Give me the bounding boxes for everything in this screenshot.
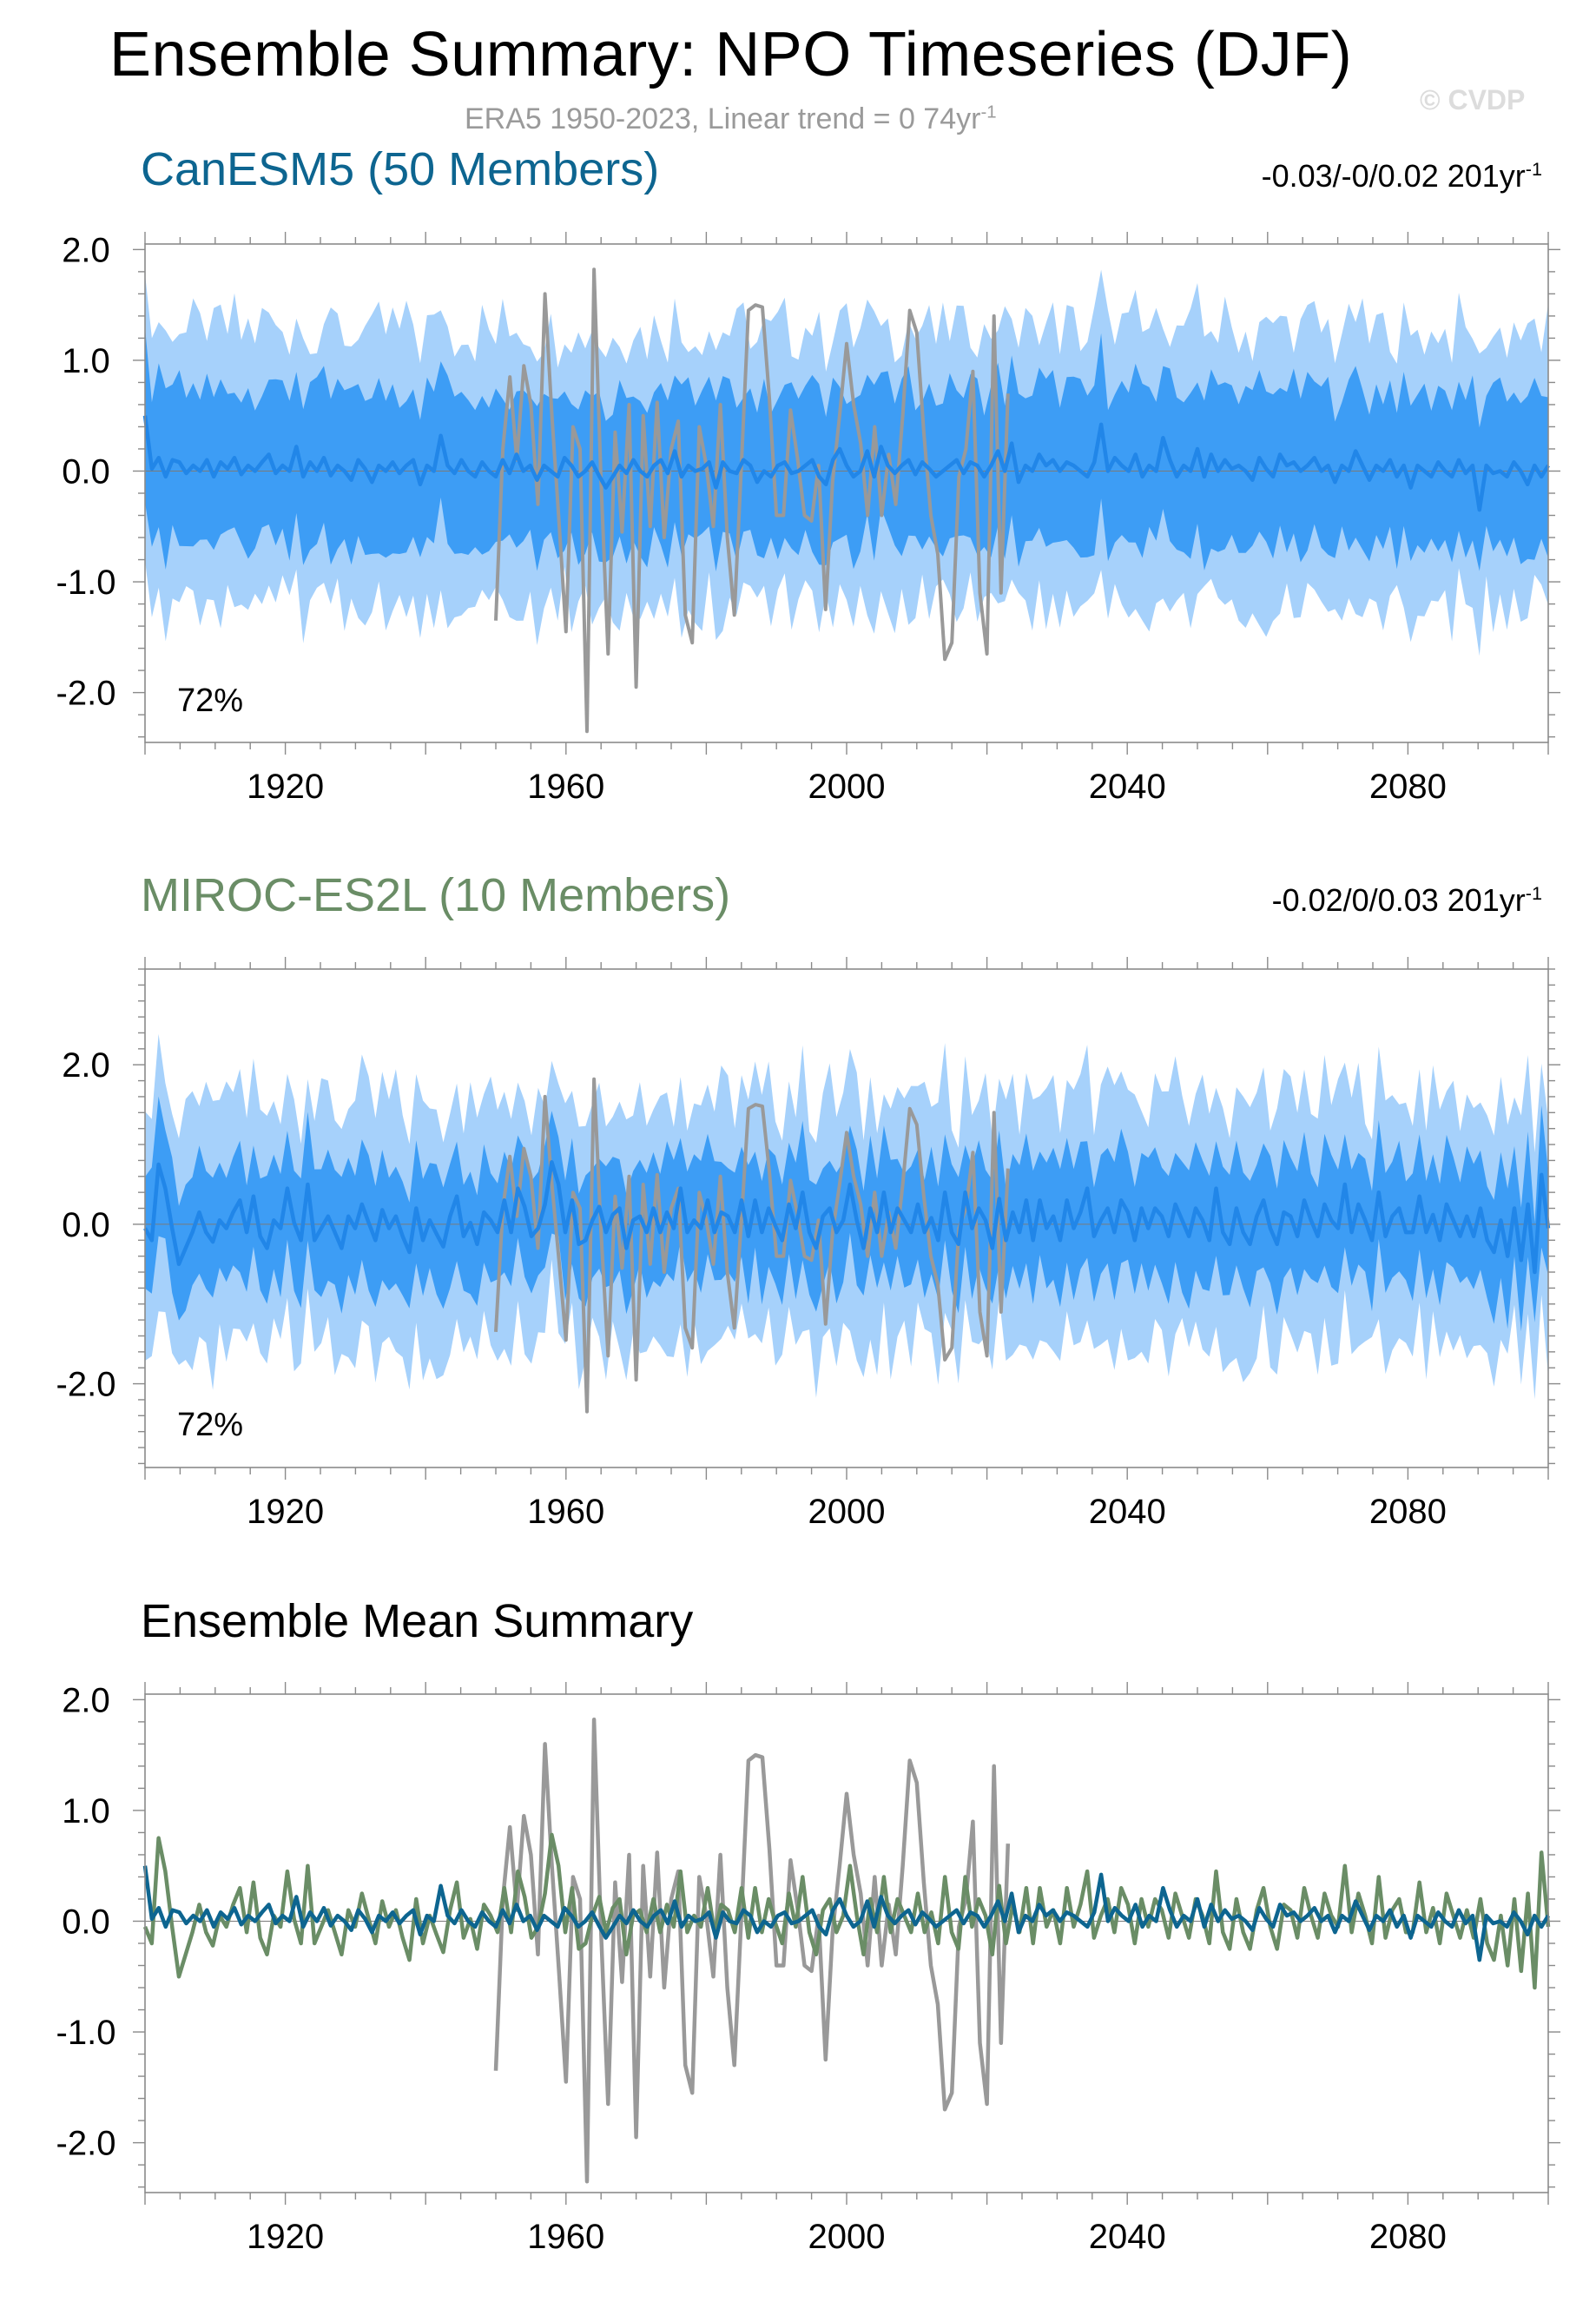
panel-2-plot [143,1033,1551,1414]
y-tick-label: 1.0 [62,1792,110,1830]
panel-1-axes: 1920 1960 2000 2040 2080 2.0 1.0 0.0 -1.0 -2.0 [56,231,1560,806]
panel-1-trend: -0.03/-0/0.02 201yr-1 [1262,158,1542,195]
y-tick-label: 0.0 [62,1206,110,1244]
panel-2-trend-sup: -1 [1525,882,1542,904]
x-tick-label: 2000 [808,1493,886,1531]
panel-2-axes: 1920 1960 2000 2040 2080 2.0 0.0 -2.0 [56,957,1560,1531]
panel-2-trend-text: -0.02/0/0.03 201yr [1271,882,1526,918]
y-tick-label: 0.0 [62,452,110,491]
x-tick-label: 1960 [527,1493,604,1531]
chart-subtitle: ERA5 1950-2023, Linear trend = 0 74yr-1 [465,102,997,136]
panel-1-percent: 72% [177,683,244,719]
panel-2-title: MIROC-ES2L (10 Members) [141,869,731,921]
y-tick-label: -2.0 [56,1366,116,1404]
chart-main-title: Ensemble Summary: NPO Timeseries (DJF) [109,20,1353,89]
x-tick-label: 2000 [808,2218,886,2256]
panel-1-trend-text: -0.03/-0/0.02 201yr [1261,158,1526,194]
ensemble-mean-line [143,1160,1551,1275]
x-tick-label: 2040 [1089,768,1166,806]
y-tick-label: 2.0 [62,1681,110,1719]
panel-1-title: CanESM5 (50 Members) [141,143,660,195]
subtitle-superscript: -1 [980,102,997,122]
x-tick-label: 2000 [808,768,886,806]
panel-3-plot [142,1718,1551,2184]
y-tick-label: -2.0 [56,2125,116,2163]
panel-1-plot [142,267,1550,734]
inner-spread-band [145,326,1548,572]
y-tick-label: -1.0 [56,564,116,602]
x-tick-label: 2080 [1369,2218,1447,2256]
y-tick-label: 0.0 [62,1903,110,1941]
panel-3-title: Ensemble Mean Summary [141,1595,694,1647]
ensemble-mean-line [142,415,1550,512]
y-tick-label: 2.0 [62,1046,110,1085]
y-tick-label: -2.0 [56,675,116,713]
panel-3-axes: 1920 1960 2000 2040 2080 2.0 1.0 0.0 -1.0 -2.0 [56,1681,1560,2256]
inner-spread-band [145,1096,1548,1332]
y-tick-label: 1.0 [62,342,110,380]
x-tick-label: 2040 [1089,2218,1166,2256]
x-tick-label: 2080 [1369,768,1447,806]
y-tick-label: 2.0 [62,231,110,269]
panel-1-trend-sup: -1 [1525,158,1542,180]
y-tick-label: -1.0 [56,2014,116,2052]
x-tick-label: 2080 [1369,1493,1447,1531]
x-tick-label: 2040 [1089,1493,1166,1531]
x-tick-label: 1920 [247,1493,324,1531]
canesm5-line [142,1865,1550,1962]
miroc-es2l-line [142,1832,1551,1990]
era5-line [494,267,1010,734]
x-tick-label: 1920 [247,2218,324,2256]
x-tick-label: 1960 [527,768,604,806]
copyright-watermark: © CVDP [1420,84,1526,115]
subtitle-text: ERA5 1950-2023, Linear trend = 0 74yr [465,102,981,135]
era5-line [493,1718,1011,2184]
panel-3-frame [144,1693,1549,2193]
x-tick-label: 1920 [247,768,324,806]
panel-2-trend: -0.02/0/0.03 201yr-1 [1272,882,1542,919]
panel-2-percent: 72% [177,1407,244,1443]
x-tick-label: 1960 [527,2218,604,2256]
